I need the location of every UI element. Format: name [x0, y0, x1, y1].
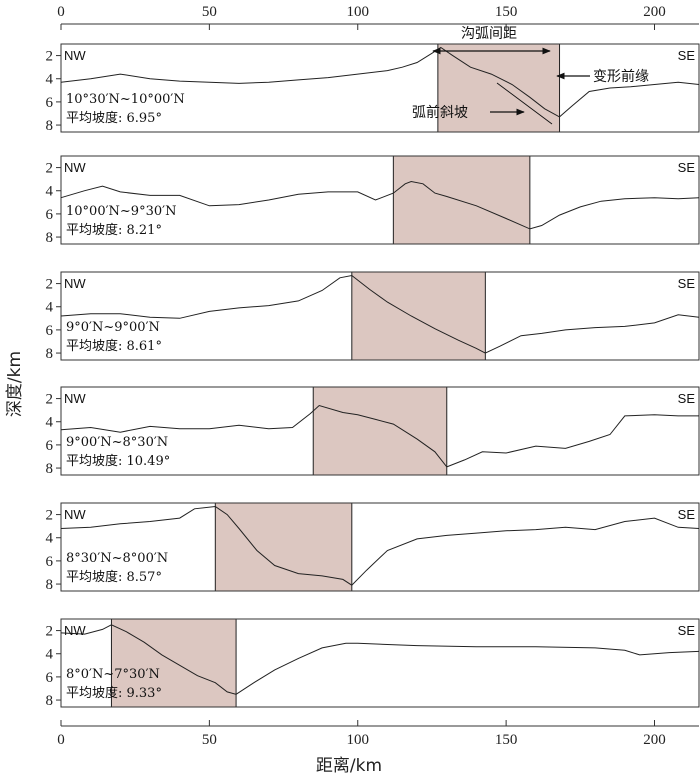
slope-label: 平均坡度: 9.33°	[66, 685, 162, 701]
panel-frame	[60, 43, 700, 133]
highlight-box	[312, 386, 448, 476]
y-tick-label: 2	[46, 624, 54, 640]
y-tick-label: 6	[46, 554, 54, 570]
lat-range-label: 10°00′N~9°30′N	[66, 204, 176, 219]
highlight-box	[214, 502, 353, 592]
profile-line	[60, 274, 700, 354]
x-tick-label-top: 0	[57, 4, 65, 20]
panel-5: 2 4 6 8 NW SE 8°30′N~8°00′N 平均坡度: 8.57°	[46, 502, 700, 593]
nw-label: NW	[64, 48, 86, 63]
se-label: SE	[678, 276, 696, 291]
se-label: SE	[678, 48, 696, 63]
slope-label: 平均坡度: 6.95°	[66, 110, 162, 126]
se-label: SE	[678, 160, 696, 175]
se-label: SE	[678, 391, 696, 406]
slope-label: 平均坡度: 8.57°	[66, 569, 162, 585]
panel-frame	[60, 618, 700, 708]
x-tick-label-top: 200	[643, 4, 666, 20]
nw-label: NW	[64, 623, 86, 638]
y-tick-label: 8	[46, 461, 54, 477]
annotation-forearc-slope: 弧前斜坡	[412, 104, 468, 121]
y-tick-label: 8	[46, 577, 54, 593]
panel-frame	[60, 386, 700, 476]
nw-label: NW	[64, 276, 86, 291]
panel-6: 2 4 6 8 NW SE 8°0′N~7°30′N 平均坡度: 9.33°	[46, 618, 700, 709]
lat-range-label: 9°0′N~9°00′N	[66, 320, 160, 335]
lat-range-label: 8°0′N~7°30′N	[66, 667, 160, 682]
panel-1: 2 4 6 8 NW SE 10°30′N~10°00′N 平均坡度: 6.95°	[46, 43, 700, 134]
highlight-box	[351, 271, 486, 361]
x-tick-label-bottom: 50	[202, 732, 217, 748]
y-tick-label: 6	[46, 670, 54, 686]
y-axis-title: 深度/km	[5, 351, 25, 417]
profile-line	[60, 180, 700, 230]
y-tick-label: 4	[46, 72, 54, 88]
y-tick-label: 6	[46, 95, 54, 111]
x-tick-label-top: 50	[202, 4, 217, 20]
y-tick-label: 6	[46, 207, 54, 223]
panels: 2 4 6 8 NW SE 10°30′N~10°00′N 平均坡度: 6.95° 2 4 6 8 NW…	[46, 43, 700, 709]
y-tick-label: 6	[46, 438, 54, 454]
y-tick-label: 2	[46, 277, 54, 293]
slope-label: 平均坡度: 8.21°	[66, 222, 162, 238]
profile-line	[60, 624, 700, 695]
x-tick-label-bottom: 200	[643, 732, 666, 748]
panel-frame	[60, 502, 700, 592]
slope-label: 平均坡度: 10.49°	[66, 453, 170, 469]
x-tick-label-bottom: 100	[346, 732, 369, 748]
panel-3: 2 4 6 8 NW SE 9°0′N~9°00′N 平均坡度: 8.61°	[46, 271, 700, 362]
panel-frame	[60, 155, 700, 245]
x-tick-label-top: 150	[495, 4, 518, 20]
x-tick-label-bottom: 150	[495, 732, 518, 748]
y-tick-label: 2	[46, 508, 54, 524]
profile-line	[60, 404, 699, 468]
x-tick-label-top: 100	[346, 4, 369, 20]
slope-label: 平均坡度: 8.61°	[66, 338, 162, 354]
profile-line	[60, 505, 700, 586]
y-tick-label: 8	[46, 230, 54, 246]
y-tick-label: 4	[46, 647, 54, 663]
lat-range-label: 9°00′N~8°30′N	[66, 435, 168, 450]
highlight-box	[110, 618, 237, 708]
y-tick-label: 4	[46, 415, 54, 431]
x-axis-title: 距离/km	[316, 756, 382, 776]
lat-range-label: 8°30′N~8°00′N	[66, 551, 168, 566]
axis-ticks: 0 0 50 50 100 100 150 150 200 200	[57, 4, 665, 748]
forearc-slope-guide	[496, 82, 553, 125]
annotation-trench-arc-distance: 沟弧间距	[461, 26, 517, 42]
y-tick-label: 4	[46, 531, 54, 547]
annotations: 沟弧间距 变形前缘 弧前斜坡	[412, 26, 649, 125]
nw-label: NW	[64, 160, 86, 175]
annotation-deformation-front: 变形前缘	[593, 68, 649, 85]
y-tick-label: 2	[46, 161, 54, 177]
y-tick-label: 6	[46, 323, 54, 339]
se-label: SE	[678, 507, 696, 522]
y-tick-label: 2	[46, 49, 54, 65]
y-tick-label: 8	[46, 118, 54, 134]
y-tick-label: 8	[46, 346, 54, 362]
y-tick-label: 4	[46, 184, 54, 200]
nw-label: NW	[64, 391, 86, 406]
y-tick-label: 8	[46, 693, 54, 709]
panel-2: 2 4 6 8 NW SE 10°00′N~9°30′N 平均坡度: 8.21°	[46, 155, 700, 246]
se-label: SE	[678, 623, 696, 638]
y-tick-label: 2	[46, 392, 54, 408]
highlight-box	[392, 155, 531, 245]
lat-range-label: 10°30′N~10°00′N	[66, 92, 185, 107]
nw-label: NW	[64, 507, 86, 522]
y-tick-label: 4	[46, 300, 54, 316]
panel-4: 2 4 6 8 NW SE 9°00′N~8°30′N 平均坡度: 10.49°	[46, 386, 700, 477]
x-tick-label-bottom: 0	[57, 732, 65, 748]
